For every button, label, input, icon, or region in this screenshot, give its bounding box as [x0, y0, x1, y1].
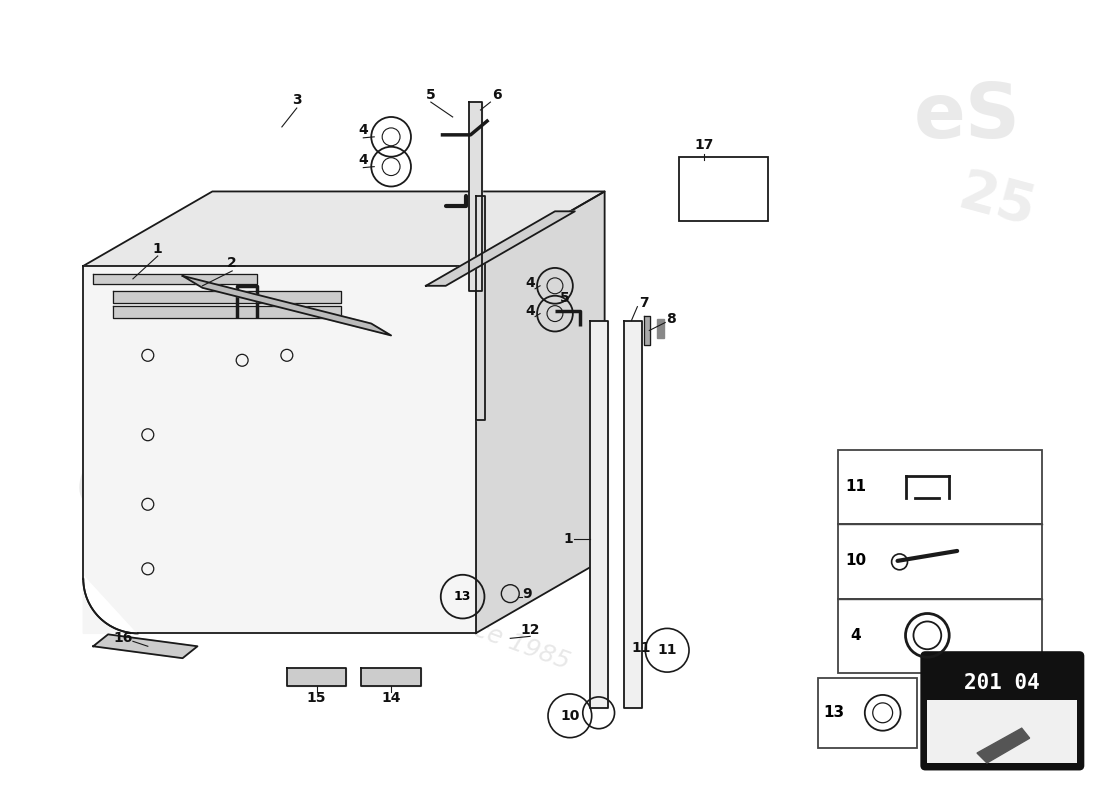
Polygon shape [625, 321, 642, 708]
Text: 5: 5 [426, 88, 436, 102]
Polygon shape [590, 321, 607, 708]
Polygon shape [475, 197, 485, 420]
Text: 8: 8 [667, 311, 676, 326]
Text: 11: 11 [846, 479, 867, 494]
Polygon shape [469, 102, 483, 290]
Text: 15: 15 [307, 691, 327, 705]
Bar [818, 678, 917, 747]
Bar [927, 700, 1077, 763]
Text: 3: 3 [292, 93, 301, 107]
Text: 17: 17 [694, 138, 714, 152]
Polygon shape [183, 276, 392, 335]
Text: 6: 6 [493, 88, 503, 102]
Polygon shape [84, 578, 138, 634]
Bar [679, 157, 769, 222]
Text: 201 04: 201 04 [964, 673, 1040, 693]
Text: 12: 12 [520, 623, 540, 638]
Text: 16: 16 [113, 631, 133, 646]
Bar [838, 598, 1042, 673]
Text: 10: 10 [845, 554, 867, 568]
Bar [838, 524, 1042, 598]
Text: 7: 7 [639, 296, 649, 310]
Text: 13: 13 [824, 706, 845, 720]
Polygon shape [84, 266, 475, 634]
Text: 2: 2 [228, 256, 238, 270]
Text: 13: 13 [454, 590, 471, 603]
Polygon shape [287, 668, 346, 686]
Text: eS: eS [914, 80, 1021, 154]
Text: 25: 25 [953, 166, 1042, 238]
Polygon shape [645, 315, 650, 346]
Polygon shape [977, 728, 1030, 763]
Text: 4: 4 [526, 304, 535, 318]
Polygon shape [426, 211, 575, 286]
Text: 5: 5 [560, 290, 570, 305]
Text: 4: 4 [359, 123, 369, 137]
Text: 4: 4 [359, 153, 369, 166]
Text: 9: 9 [522, 586, 532, 601]
Text: 1: 1 [563, 532, 573, 546]
Polygon shape [84, 191, 605, 266]
Text: 1: 1 [153, 242, 163, 256]
Polygon shape [94, 274, 257, 284]
Text: 11: 11 [631, 642, 651, 655]
Text: 10: 10 [560, 709, 580, 722]
Polygon shape [361, 668, 421, 686]
Polygon shape [475, 191, 605, 634]
Text: 14: 14 [382, 691, 400, 705]
Text: 4: 4 [850, 628, 861, 643]
Polygon shape [113, 306, 341, 318]
Bar [838, 450, 1042, 524]
Polygon shape [658, 318, 664, 338]
Text: 11: 11 [658, 643, 676, 658]
Polygon shape [94, 634, 198, 658]
FancyBboxPatch shape [922, 652, 1084, 770]
Text: euroSPec: euroSPec [76, 433, 586, 526]
Text: 4: 4 [526, 276, 535, 290]
Polygon shape [113, 290, 341, 302]
Text: a passion for parts since 1985: a passion for parts since 1985 [209, 522, 573, 674]
